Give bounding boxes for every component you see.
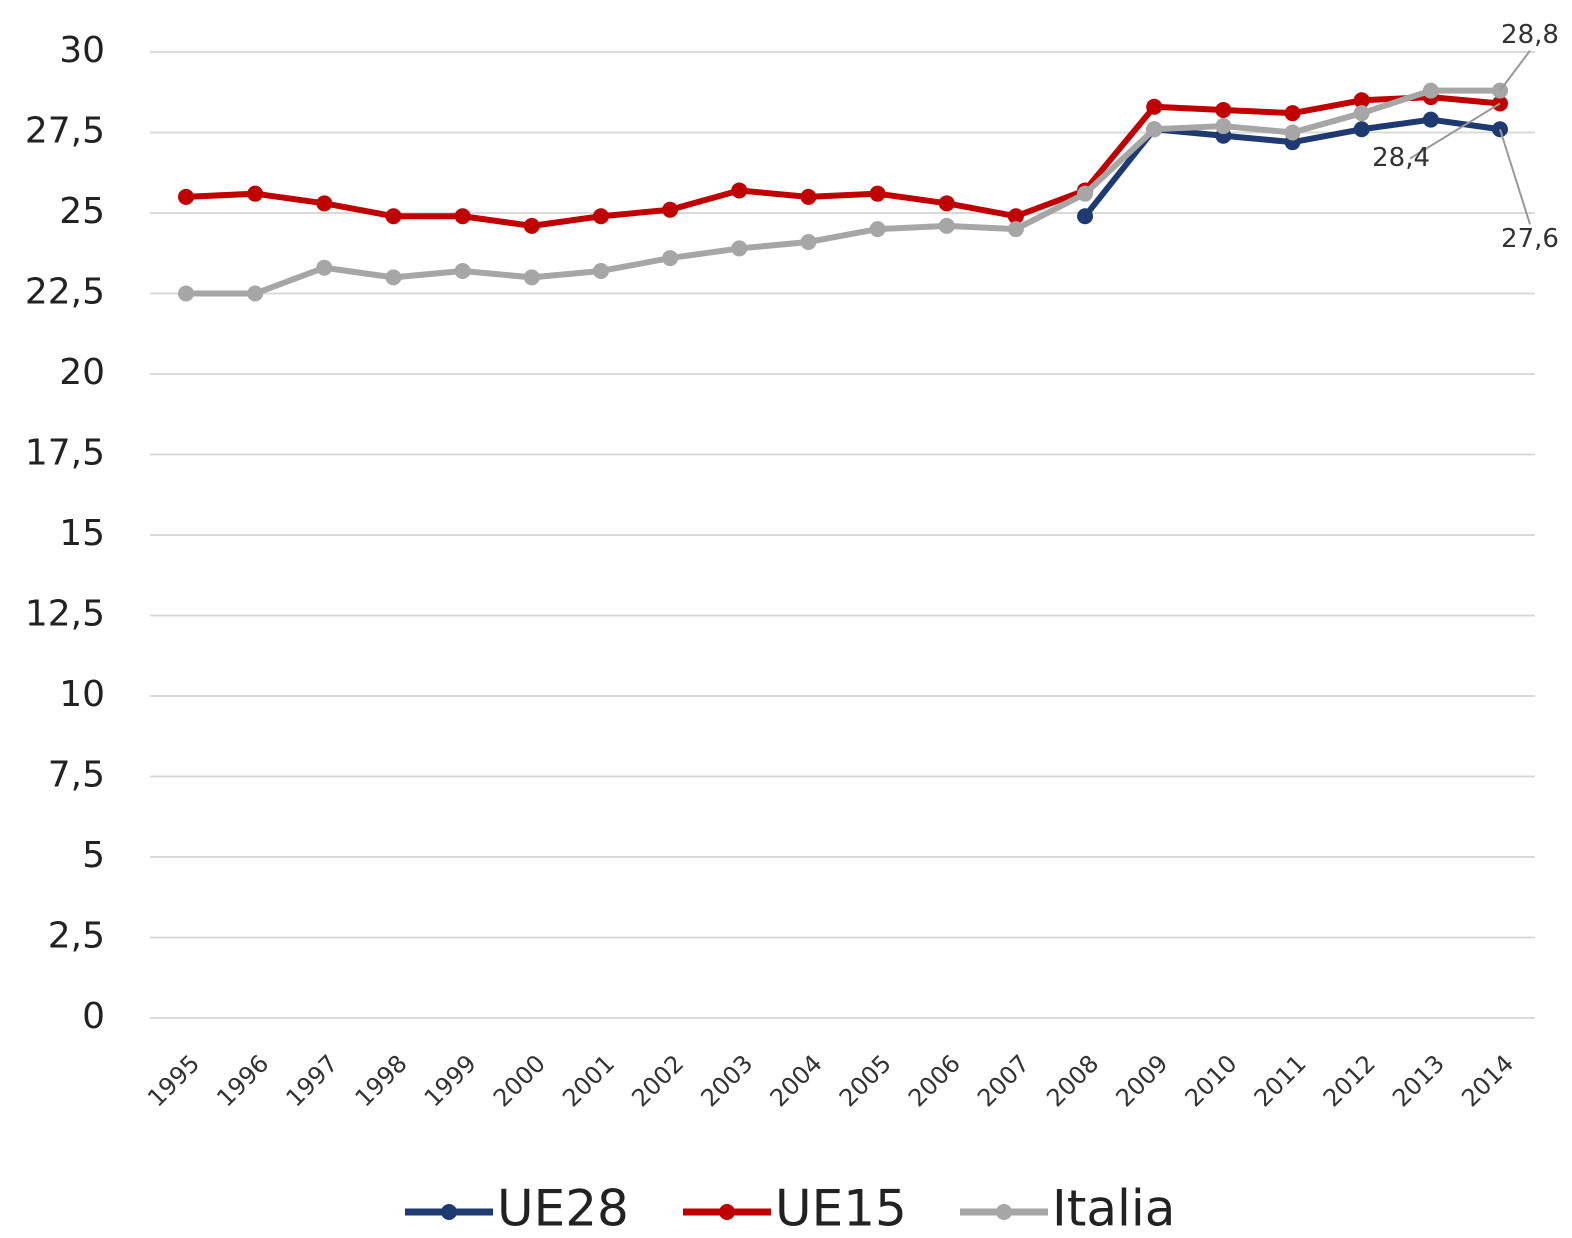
- data-point: [1146, 121, 1163, 138]
- x-tick-label: 2008: [1041, 1049, 1104, 1112]
- data-point: [385, 208, 402, 225]
- data-point: [1077, 185, 1094, 202]
- data-point: [1353, 121, 1370, 138]
- data-point: [1284, 124, 1301, 141]
- x-tick-label: 2006: [903, 1049, 966, 1112]
- x-tick-label: 2012: [1318, 1049, 1381, 1112]
- x-tick-label: 2001: [557, 1049, 620, 1112]
- x-tick-label: 2002: [626, 1049, 689, 1112]
- y-tick-label: 5: [82, 835, 105, 876]
- data-label: 27,6: [1501, 224, 1559, 254]
- data-point: [1215, 101, 1232, 118]
- data-point: [1422, 82, 1439, 99]
- y-tick-label: 30: [59, 30, 105, 71]
- data-label: 28,8: [1501, 20, 1559, 50]
- x-tick-label: 1999: [419, 1049, 482, 1112]
- data-point: [1215, 118, 1232, 135]
- x-tick-label: 2009: [1110, 1049, 1173, 1112]
- series-line: [185, 94, 1501, 229]
- legend-marker: [996, 1204, 1012, 1220]
- data-point: [938, 195, 955, 212]
- data-point: [1146, 98, 1163, 115]
- x-tick-label: 1997: [281, 1049, 344, 1112]
- leader-line: [1499, 50, 1531, 92]
- data-point: [1353, 92, 1370, 109]
- y-tick-label: 22,5: [25, 272, 105, 313]
- data-point: [800, 188, 817, 205]
- data-point: [731, 240, 748, 257]
- x-tick-label: 2013: [1387, 1049, 1450, 1112]
- data-point: [247, 285, 264, 302]
- y-tick-label: 17,5: [25, 433, 105, 474]
- y-tick-label: 15: [59, 513, 105, 554]
- leader-line: [1499, 128, 1531, 225]
- data-point: [1077, 208, 1094, 225]
- data-point: [869, 185, 886, 202]
- x-tick-label: 2004: [765, 1049, 828, 1112]
- data-point: [1422, 111, 1439, 128]
- data-point: [178, 285, 194, 302]
- x-tick-label: 2005: [834, 1049, 897, 1112]
- data-point: [454, 262, 471, 279]
- legend-label: Italia: [1052, 1180, 1175, 1238]
- data-point: [316, 259, 333, 276]
- x-tick-label: 2014: [1456, 1049, 1519, 1112]
- y-tick-label: 12,5: [25, 594, 105, 635]
- legend-label: UE15: [775, 1180, 907, 1238]
- data-point: [178, 188, 194, 205]
- data-point: [592, 208, 609, 225]
- data-point: [523, 269, 540, 286]
- data-point: [1284, 105, 1301, 122]
- data-point: [1007, 208, 1024, 225]
- legend-label: UE28: [497, 1180, 629, 1238]
- y-tick-label: 0: [82, 996, 105, 1037]
- legend-marker: [441, 1204, 457, 1220]
- data-label: 28,4: [1372, 143, 1430, 173]
- data-point: [1007, 221, 1024, 238]
- x-tick-label: 2010: [1180, 1049, 1243, 1112]
- data-point: [662, 201, 679, 218]
- data-point: [523, 217, 540, 234]
- x-tick-label: 2000: [488, 1049, 551, 1112]
- data-point: [662, 250, 679, 267]
- legend-marker: [719, 1204, 735, 1220]
- y-tick-label: 20: [59, 352, 105, 393]
- data-point: [1353, 105, 1370, 122]
- data-point: [869, 221, 886, 238]
- data-point: [247, 185, 264, 202]
- x-tick-label: 1995: [142, 1049, 205, 1112]
- y-tick-label: 27,5: [25, 111, 105, 152]
- data-point: [454, 208, 471, 225]
- y-tick-label: 10: [59, 674, 105, 715]
- x-tick-label: 1998: [350, 1049, 413, 1112]
- leader-line: [1409, 102, 1501, 160]
- x-tick-label: 2003: [695, 1049, 758, 1112]
- x-tick-label: 1996: [211, 1049, 274, 1112]
- y-tick-label: 2,5: [48, 916, 105, 957]
- x-tick-label: 2007: [972, 1049, 1035, 1112]
- y-tick-label: 25: [59, 191, 105, 232]
- y-tick-label: 7,5: [48, 755, 105, 796]
- data-point: [316, 195, 333, 212]
- data-point: [938, 217, 955, 234]
- data-point: [385, 269, 402, 286]
- data-point: [800, 233, 817, 250]
- series-line: [186, 87, 1500, 297]
- x-tick-label: 2011: [1249, 1049, 1312, 1112]
- data-point: [592, 262, 609, 279]
- data-point: [731, 182, 748, 199]
